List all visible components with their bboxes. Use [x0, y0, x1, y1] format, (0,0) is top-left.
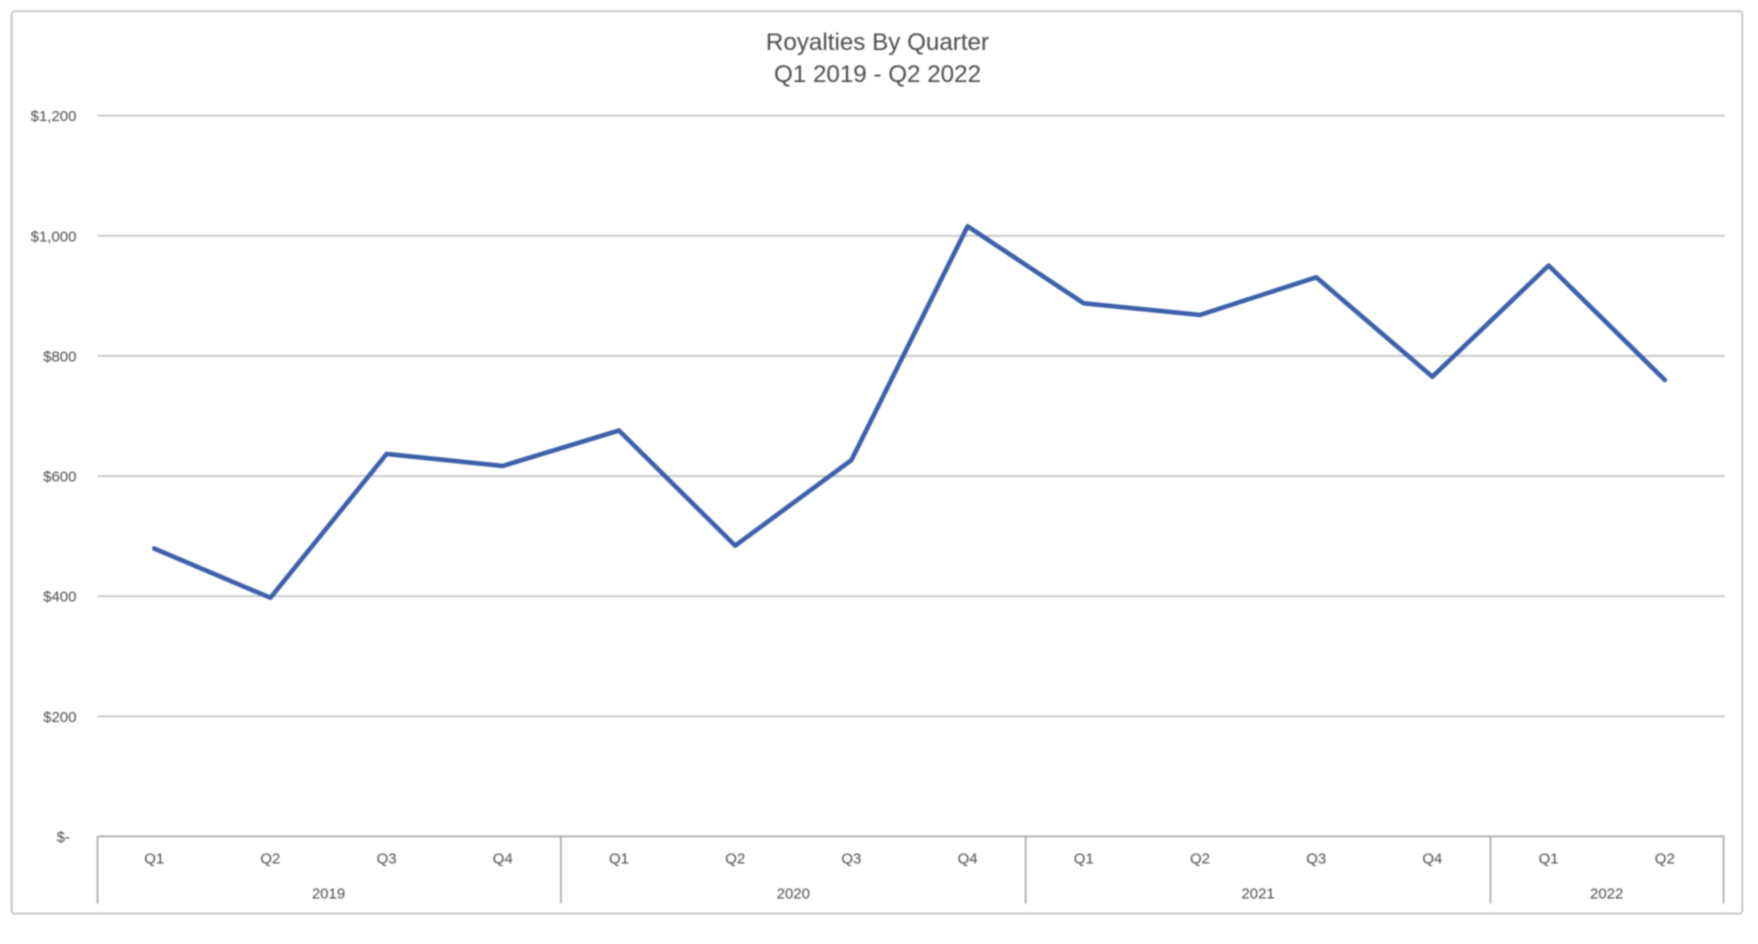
svg-text:2022: 2022 [1590, 886, 1623, 903]
svg-text:Q3: Q3 [377, 850, 397, 867]
svg-text:2020: 2020 [777, 886, 810, 903]
svg-text:Q2: Q2 [1655, 850, 1675, 867]
svg-text:$1,200: $1,200 [31, 108, 77, 125]
svg-text:Q2: Q2 [260, 850, 280, 867]
svg-text:Q1: Q1 [1539, 850, 1559, 867]
svg-text:Q1: Q1 [609, 850, 629, 867]
svg-text:Q4: Q4 [958, 850, 978, 867]
svg-text:Q2: Q2 [725, 850, 745, 867]
svg-text:Q4: Q4 [493, 850, 513, 867]
svg-text:$1,000: $1,000 [31, 228, 77, 245]
svg-text:$600: $600 [43, 469, 76, 486]
svg-text:Royalties By Quarter: Royalties By Quarter [766, 29, 989, 56]
svg-text:Q2: Q2 [1190, 850, 1210, 867]
svg-text:Q1 2019 - Q2 2022: Q1 2019 - Q2 2022 [774, 61, 981, 88]
svg-text:$-: $- [57, 829, 70, 846]
svg-text:2019: 2019 [312, 886, 345, 903]
svg-text:Q4: Q4 [1422, 850, 1442, 867]
svg-text:$200: $200 [43, 709, 76, 726]
svg-text:$400: $400 [43, 589, 76, 606]
svg-text:Q1: Q1 [1074, 850, 1094, 867]
svg-text:Q1: Q1 [144, 850, 164, 867]
svg-text:Q3: Q3 [1306, 850, 1326, 867]
svg-text:$800: $800 [43, 348, 76, 365]
svg-text:2021: 2021 [1241, 886, 1274, 903]
svg-text:Q3: Q3 [841, 850, 861, 867]
